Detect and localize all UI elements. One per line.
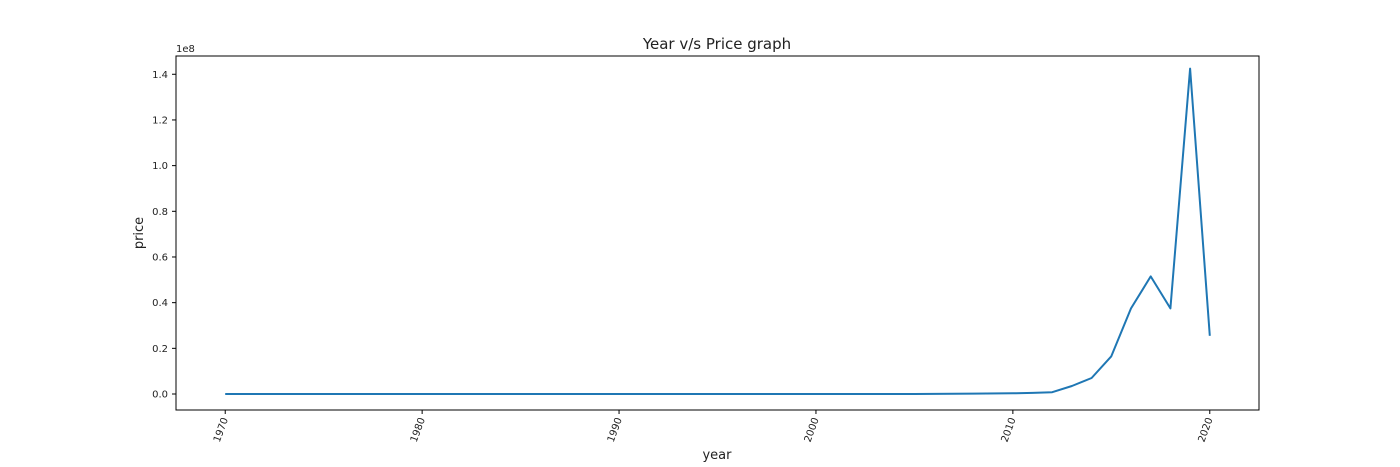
y-offset-label: 1e8 — [176, 44, 195, 55]
chart-title: Year v/s Price graph — [642, 35, 791, 53]
y-tick-label: 0.2 — [152, 344, 168, 355]
y-axis-label: price — [132, 217, 147, 249]
y-tick-label: 0.0 — [152, 390, 168, 401]
x-tick-label: 2020 — [1197, 416, 1216, 444]
price-series-line — [225, 67, 1211, 395]
x-tick-label: 1980 — [409, 416, 428, 444]
y-tick-label: 1.2 — [152, 115, 168, 126]
plot-frame — [175, 55, 1260, 411]
x-axis: 1970 1980 1990 2000 2010 2020 — [212, 410, 1216, 444]
x-tick-label: 1990 — [606, 416, 625, 444]
x-axis-label: year — [702, 448, 732, 463]
x-tick-label: 2010 — [1000, 416, 1019, 444]
x-tick-label: 2000 — [803, 416, 822, 444]
y-tick-label: 1.0 — [152, 161, 168, 172]
y-tick-label: 0.6 — [152, 252, 168, 263]
y-tick-label: 0.4 — [152, 298, 168, 309]
y-tick-label: 1.4 — [152, 70, 168, 81]
y-tick-label: 0.8 — [152, 207, 168, 218]
x-tick-label: 1970 — [212, 416, 231, 444]
y-axis: 0.0 0.2 0.4 0.6 0.8 1.0 1.2 1.4 — [152, 70, 176, 401]
